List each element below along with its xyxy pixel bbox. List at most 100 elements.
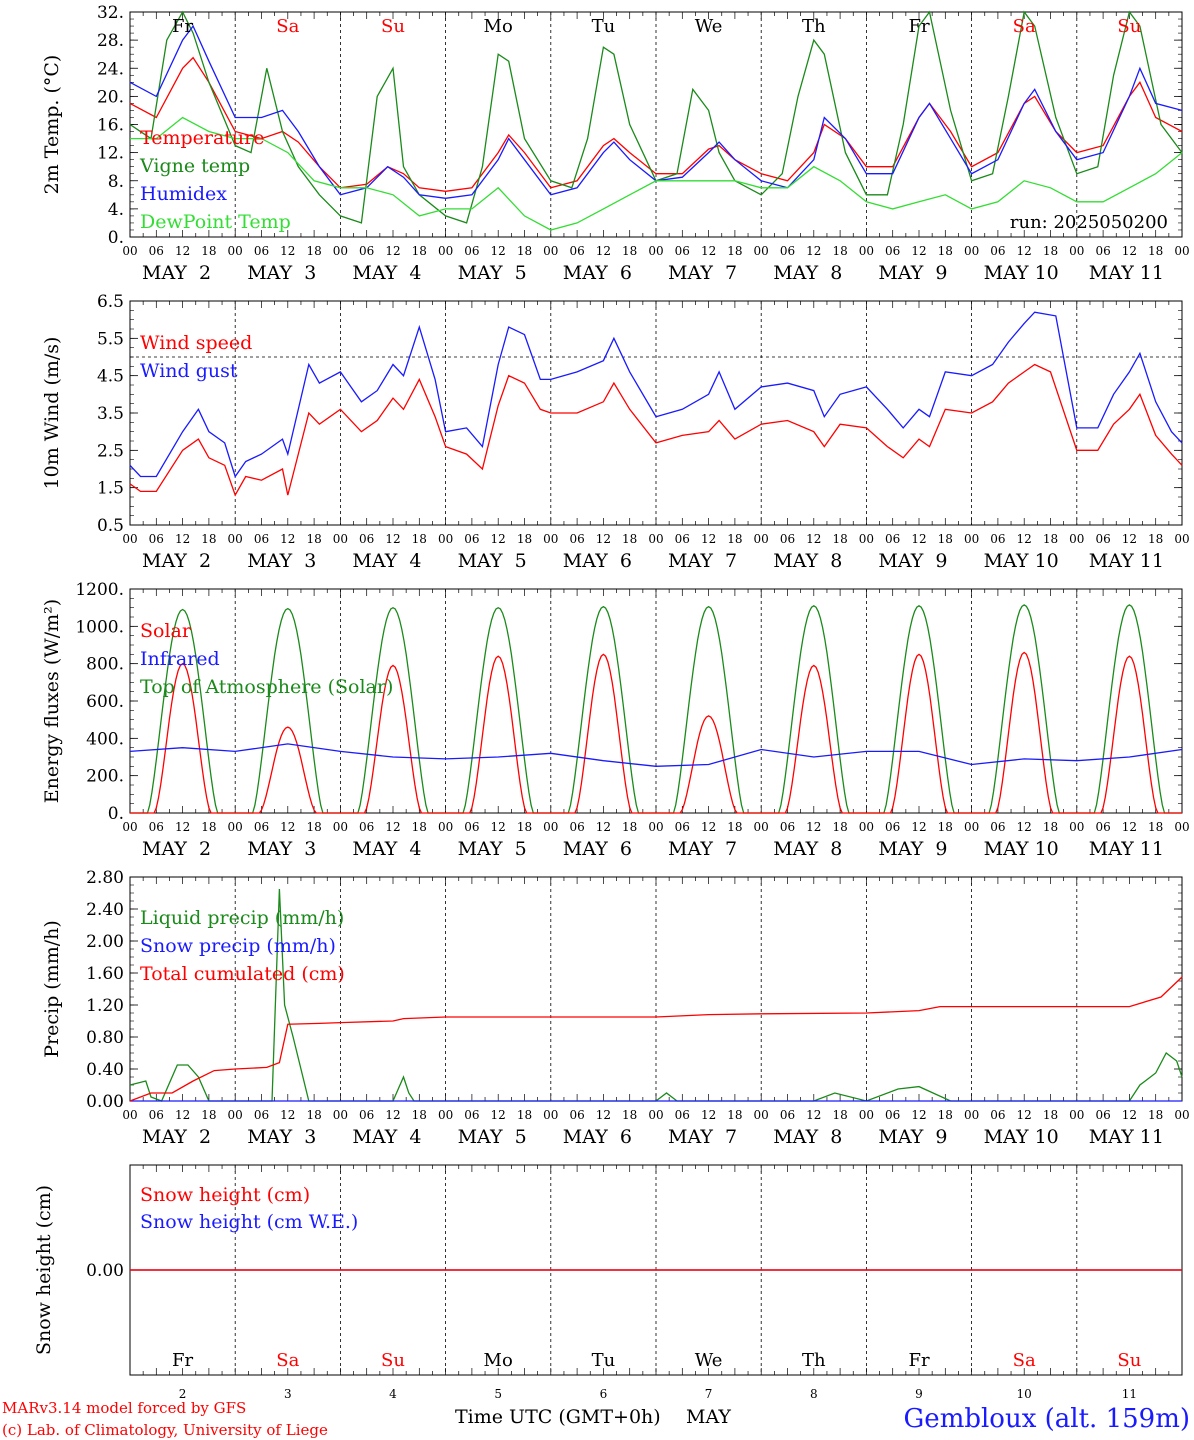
month-label: MAY — [686, 1406, 731, 1428]
hour-tick-label: 18 — [1043, 1108, 1058, 1122]
hour-tick-label: 12 — [280, 532, 295, 546]
hour-tick-label: 18 — [832, 820, 847, 834]
hour-tick-label: 00 — [438, 244, 453, 258]
hour-tick-label: 06 — [149, 532, 164, 546]
weekday-label: Sa — [1013, 16, 1036, 37]
hour-tick-label: 12 — [280, 1108, 295, 1122]
hour-tick-label: 06 — [675, 1108, 690, 1122]
weekday-label: Mo — [484, 16, 513, 37]
weekday-label: Fr — [172, 1350, 193, 1371]
date-label: MAY 11 — [1089, 550, 1164, 572]
series-line — [550, 653, 656, 814]
hour-tick-label: 18 — [1043, 532, 1058, 546]
hour-tick-label: 00 — [964, 1108, 979, 1122]
hour-tick-label: 06 — [990, 820, 1005, 834]
hour-tick-label: 00 — [1069, 820, 1084, 834]
hour-tick-label: 18 — [622, 1108, 637, 1122]
series-line — [550, 605, 656, 814]
hour-tick-label: 18 — [306, 532, 321, 546]
y-tick-label: 200. — [86, 767, 124, 787]
copyright-credit: (c) Lab. of Climatology, University of L… — [2, 1421, 328, 1439]
footer: MARv3.14 model forced by GFS (c) Lab. of … — [2, 1399, 1190, 1439]
date-label: MAY 6 — [563, 838, 632, 860]
legend-entry: Wind speed — [140, 332, 252, 354]
series-line — [656, 715, 762, 814]
hour-tick-label: 00 — [1174, 820, 1189, 834]
series-line — [235, 726, 341, 814]
y-tick-label: 6.5 — [97, 292, 124, 312]
y-axis-label: 10m Wind (m/s) — [41, 337, 63, 490]
hour-tick-label: 00 — [438, 820, 453, 834]
series-line — [235, 607, 341, 814]
y-tick-label: 0.00 — [86, 1092, 124, 1112]
hour-tick-label: 00 — [122, 244, 137, 258]
series-line — [971, 604, 1077, 814]
weekday-label: Su — [1117, 16, 1141, 37]
panel-3: 00 06 12 18 00 06 12 18 00 06 12 18 00 06 12 18 00 06 12 18… — [41, 580, 1190, 860]
hour-tick-label: 06 — [990, 1108, 1005, 1122]
hour-tick-label: 18 — [201, 532, 216, 546]
y-tick-label: 0. — [108, 804, 124, 824]
y-tick-label: 5.5 — [97, 329, 124, 349]
series-line — [130, 116, 1183, 231]
hour-tick-label: 06 — [780, 820, 795, 834]
hour-tick-label: 00 — [754, 820, 769, 834]
date-label: MAY 9 — [878, 550, 947, 572]
day-number-label: 2 — [179, 1387, 187, 1401]
weekday-label: Sa — [276, 1350, 299, 1371]
weekday-label: Th — [802, 16, 826, 37]
hour-tick-label: 18 — [622, 820, 637, 834]
hour-tick-label: 06 — [254, 244, 269, 258]
hour-tick-label: 18 — [306, 1108, 321, 1122]
hour-tick-label: 12 — [911, 1108, 926, 1122]
hour-tick-label: 06 — [149, 1108, 164, 1122]
hour-tick-label: 00 — [228, 1108, 243, 1122]
hour-tick-label: 12 — [1122, 1108, 1137, 1122]
hour-tick-label: 12 — [491, 820, 506, 834]
y-tick-label: 800. — [86, 655, 124, 675]
y-tick-label: 4. — [108, 200, 124, 220]
hour-tick-label: 18 — [412, 244, 427, 258]
hour-tick-label: 12 — [175, 532, 190, 546]
y-tick-label: 0.40 — [86, 1060, 124, 1080]
hour-tick-label: 00 — [438, 1108, 453, 1122]
series-line — [129, 56, 1183, 192]
weekday-label: Sa — [276, 16, 299, 37]
weekday-label: Su — [1117, 1350, 1141, 1371]
hour-tick-label: 06 — [675, 820, 690, 834]
series-line — [1076, 604, 1182, 814]
date-label: MAY 8 — [773, 838, 842, 860]
hour-tick-label: 00 — [859, 244, 874, 258]
weekday-label: Th — [802, 1350, 826, 1371]
hour-tick-label: 00 — [964, 820, 979, 834]
hour-tick-label: 12 — [385, 532, 400, 546]
date-label: MAY 9 — [878, 262, 947, 284]
hour-tick-label: 06 — [885, 244, 900, 258]
hour-tick-label: 12 — [1017, 532, 1032, 546]
hour-tick-label: 18 — [517, 244, 532, 258]
day-number-label: 4 — [389, 1387, 397, 1401]
hour-tick-label: 12 — [1017, 1108, 1032, 1122]
hour-tick-label: 12 — [1017, 244, 1032, 258]
hour-tick-label: 00 — [228, 820, 243, 834]
hour-tick-label: 00 — [228, 244, 243, 258]
hour-tick-label: 00 — [543, 244, 558, 258]
hour-tick-label: 12 — [596, 1108, 611, 1122]
hour-tick-label: 18 — [1148, 1108, 1163, 1122]
date-label: MAY 8 — [773, 262, 842, 284]
date-label: MAY 7 — [668, 1126, 737, 1148]
weekday-label: Fr — [908, 16, 929, 37]
hour-tick-label: 00 — [1174, 1108, 1189, 1122]
hour-tick-label: 18 — [1043, 820, 1058, 834]
day-number-label: 7 — [705, 1387, 713, 1401]
hour-tick-label: 06 — [675, 532, 690, 546]
hour-tick-label: 12 — [491, 244, 506, 258]
legend-entry: Humidex — [140, 183, 227, 205]
date-label: MAY 10 — [984, 1126, 1059, 1148]
y-tick-label: 400. — [86, 729, 124, 749]
y-tick-label: 1.5 — [97, 479, 124, 499]
date-label: MAY 8 — [773, 550, 842, 572]
hour-tick-label: 18 — [938, 244, 953, 258]
hour-tick-label: 00 — [333, 532, 348, 546]
series-line — [129, 363, 1183, 497]
